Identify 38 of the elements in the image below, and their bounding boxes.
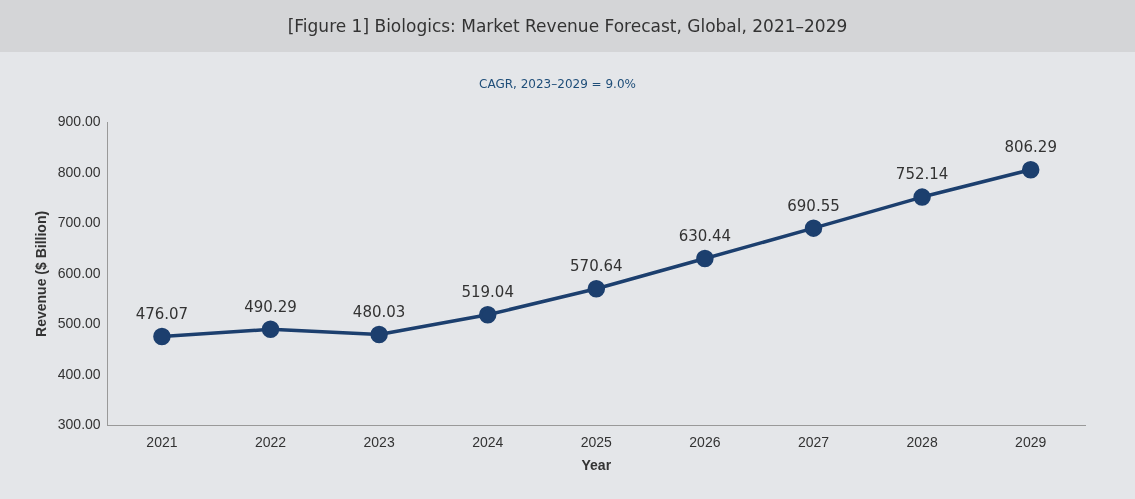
data-label: 630.44 bbox=[678, 226, 732, 245]
y-axis-title: Revenue ($ Billion) bbox=[33, 210, 50, 337]
x-tick-label: 2024 bbox=[472, 433, 504, 450]
point bbox=[370, 325, 388, 344]
chart-subtitle: CAGR, 2023–2029 = 9.0% bbox=[479, 77, 636, 92]
x-tick-label: 2027 bbox=[797, 433, 830, 450]
x-tick-label: 2022 bbox=[254, 433, 287, 450]
data-label: 570.64 bbox=[570, 257, 623, 276]
data-label: 752.14 bbox=[895, 165, 949, 184]
data-label: 490.29 bbox=[244, 297, 297, 316]
point bbox=[913, 188, 931, 206]
data-label: 476.07 bbox=[135, 304, 189, 323]
point bbox=[1021, 160, 1040, 179]
x-tick-label: 2023 bbox=[363, 433, 395, 450]
y-tick-label: 800.00 bbox=[57, 163, 101, 180]
x-tick-label: 2029 bbox=[1015, 433, 1047, 450]
data-label: 806.29 bbox=[1004, 138, 1057, 157]
x-axis-title: Year bbox=[581, 457, 612, 474]
y-tick-label: 900.00 bbox=[57, 113, 101, 130]
y-tick-label: 600.00 bbox=[57, 264, 101, 281]
x-tick-label: 2021 bbox=[146, 433, 178, 450]
point bbox=[261, 320, 280, 339]
point bbox=[153, 327, 171, 346]
point bbox=[587, 279, 606, 298]
x-tick-label: 2026 bbox=[689, 433, 721, 450]
y-tick-label: 300.00 bbox=[57, 416, 101, 433]
chart-title: [Figure 1] Biologics: Market Revenue Forecast, Global, 2021–2029 bbox=[0, 0, 1135, 52]
data-label: 480.03 bbox=[352, 302, 406, 321]
y-tick-label: 700.00 bbox=[57, 214, 101, 231]
point bbox=[804, 219, 823, 237]
data-label: 519.04 bbox=[461, 283, 514, 302]
point bbox=[478, 306, 497, 324]
data-label: 690.55 bbox=[787, 196, 840, 215]
y-tick-label: 500.00 bbox=[57, 315, 101, 332]
x-tick-label: 2028 bbox=[906, 433, 938, 450]
y-tick-label: 400.00 bbox=[57, 365, 101, 382]
x-tick-label: 2025 bbox=[580, 433, 613, 450]
point bbox=[696, 249, 714, 268]
